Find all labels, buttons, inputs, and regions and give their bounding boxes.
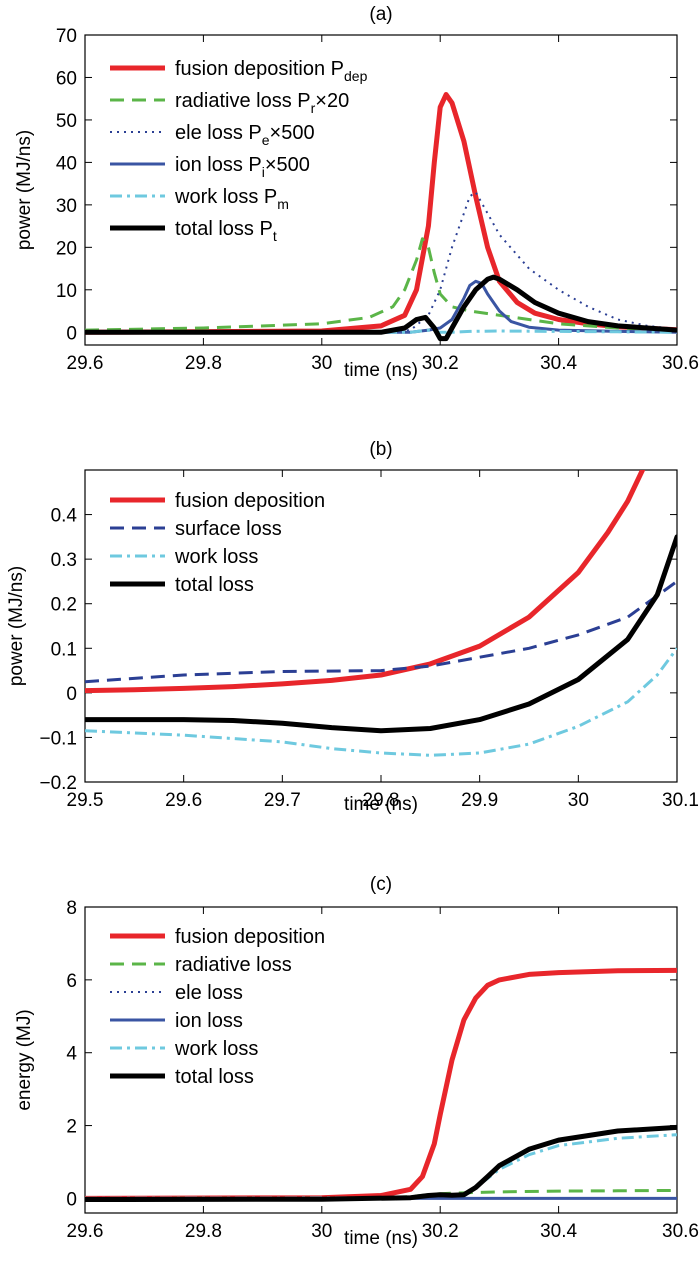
y-tick-label: 8 xyxy=(66,898,77,919)
x-tick-label: 29.6 xyxy=(67,1221,104,1242)
y-tick-label: 0 xyxy=(66,684,77,705)
legend-label: total loss xyxy=(175,1066,254,1088)
series-line-0 xyxy=(85,967,677,1201)
y-tick-label: 2 xyxy=(66,1117,77,1138)
legend-label: ion loss xyxy=(175,1010,243,1032)
y-tick-label: 60 xyxy=(56,68,77,89)
series-group xyxy=(85,470,677,757)
legend-label: work loss xyxy=(174,546,258,568)
y-tick-label: 70 xyxy=(56,26,77,47)
legend-label: total loss Pt xyxy=(175,218,277,244)
x-tick-label: 30.2 xyxy=(422,353,459,374)
legend-label: radiative loss xyxy=(175,954,292,976)
series-line-5 xyxy=(85,274,677,342)
legend-label: radiative loss Pr×20 xyxy=(175,90,349,116)
legend-label: ion loss Pi×500 xyxy=(175,154,310,180)
y-tick-label: 4 xyxy=(66,1044,77,1065)
x-tick-label: 29.8 xyxy=(185,353,222,374)
x-tick-label: 30.2 xyxy=(422,1221,459,1242)
x-tick-label: 29.9 xyxy=(461,790,498,811)
series-line-4 xyxy=(85,328,677,334)
x-tick-label: 30 xyxy=(568,790,589,811)
y-tick-label: 30 xyxy=(56,196,77,217)
series-line-0 xyxy=(85,92,677,335)
x-tick-label: 30 xyxy=(311,353,332,374)
legend-label: fusion deposition Pdep xyxy=(175,58,368,84)
x-axis-label: time (ns) xyxy=(344,1228,418,1249)
y-axis-label: power (MJ/ns) xyxy=(14,130,35,250)
legend-label: work loss xyxy=(174,1038,258,1060)
y-tick-label: 0 xyxy=(66,1189,77,1210)
panel-1: 29.5 29.6 29.7 29.8 29.9 30 30.1 −0.2 −0.1 0 0.1 0.… xyxy=(6,439,699,815)
y-tick-label: 0.2 xyxy=(51,595,77,616)
x-tick-label: 30.6 xyxy=(662,1221,699,1242)
legend-label: ele loss Pe×500 xyxy=(175,122,315,148)
legend-label: work loss Pm xyxy=(174,186,289,212)
plot-frame xyxy=(84,469,678,783)
y-tick-label: 0.1 xyxy=(51,639,77,660)
y-tick-label: 10 xyxy=(56,281,77,302)
y-tick-label: 0.3 xyxy=(51,550,77,571)
legend-label: ele loss xyxy=(175,982,243,1004)
x-axis-label: time (ns) xyxy=(344,794,418,815)
panel-title: (c) xyxy=(370,874,392,895)
y-tick-label: 40 xyxy=(56,153,77,174)
y-axis-label: power (MJ/ns) xyxy=(6,566,27,686)
series-line-3 xyxy=(85,534,677,734)
x-tick-label: 30.4 xyxy=(540,353,577,374)
x-axis-label: time (ns) xyxy=(344,360,418,381)
series-group xyxy=(85,967,677,1202)
series-line-1 xyxy=(85,237,677,332)
x-tick-label: 29.8 xyxy=(363,790,400,811)
y-tick-label: 50 xyxy=(56,111,77,132)
legend-label: total loss xyxy=(175,574,254,596)
x-tick-label: 30 xyxy=(311,1221,332,1242)
y-tick-label: 20 xyxy=(56,238,77,259)
x-tick-label: 29.6 xyxy=(165,790,202,811)
panel-title: (b) xyxy=(369,439,392,460)
y-tick-label: 6 xyxy=(66,971,77,992)
x-tick-label: 30.6 xyxy=(662,353,699,374)
legend-label: fusion deposition xyxy=(175,926,325,948)
x-tick-label: 29.7 xyxy=(264,790,301,811)
series-line-0 xyxy=(85,470,645,694)
x-tick-label: 29.5 xyxy=(67,790,104,811)
y-axis-label: energy (MJ) xyxy=(14,1009,35,1110)
series-line-2 xyxy=(85,647,677,757)
x-tick-label: 30.4 xyxy=(540,1221,577,1242)
y-tick-label: 0.4 xyxy=(51,506,78,527)
legend-label: fusion deposition xyxy=(175,490,325,512)
y-tick-label: 0 xyxy=(66,323,77,344)
panel-2: 29.6 29.8 30 30.2 30.4 30.6 0 2 4 6 8 (c) time (ns) e… xyxy=(14,874,699,1249)
y-tick-label: −0.2 xyxy=(39,773,77,794)
legend-label: surface loss xyxy=(175,518,282,540)
series-group xyxy=(85,92,677,342)
series-line-1 xyxy=(85,580,677,684)
x-tick-label: 29.8 xyxy=(185,1221,222,1242)
series-line-4 xyxy=(85,1133,677,1200)
plot-frame xyxy=(84,906,678,1214)
x-tick-label: 30.1 xyxy=(662,790,699,811)
series-line-5 xyxy=(85,1124,677,1202)
panel-0: 29.6 29.8 30 30.2 30.4 30.6 0 10 20 30 40 50 60 70 (a)… xyxy=(14,4,699,381)
panel-title: (a) xyxy=(369,4,392,25)
y-tick-label: −0.1 xyxy=(39,728,77,749)
x-tick-label: 29.6 xyxy=(67,353,104,374)
plot-frame xyxy=(84,34,678,346)
